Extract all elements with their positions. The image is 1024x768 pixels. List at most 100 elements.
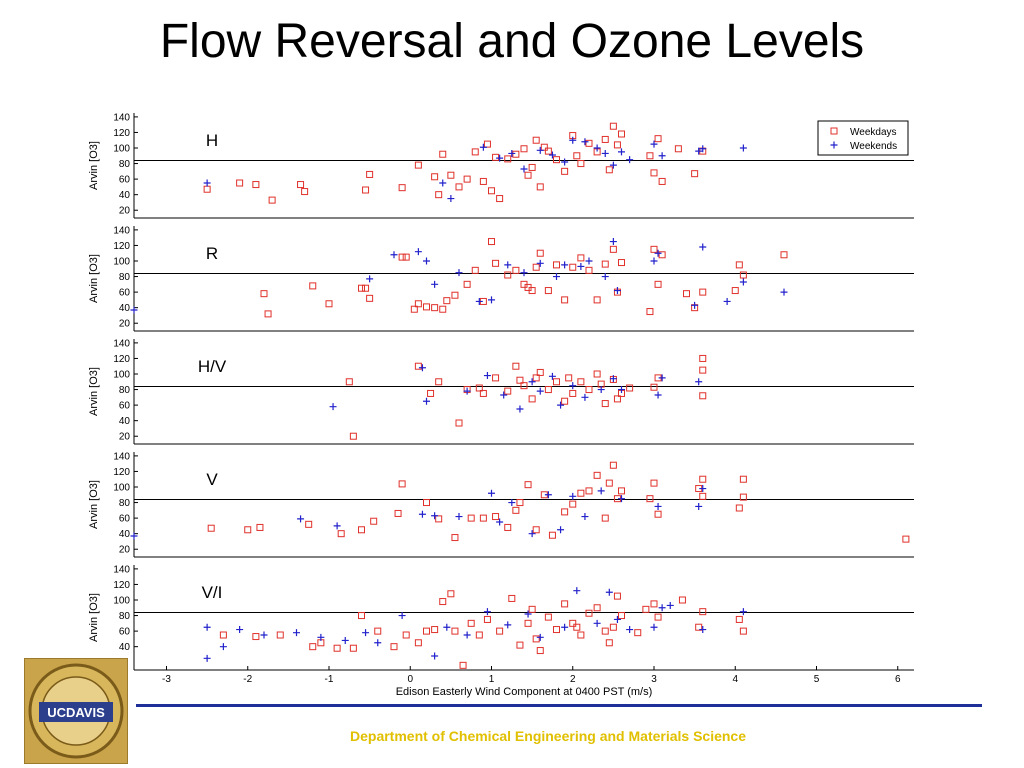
weekday-point (902, 535, 910, 543)
weekday-point (447, 171, 455, 179)
weekday-point (345, 378, 353, 386)
weekday-point (553, 156, 560, 164)
weekday-point (646, 308, 654, 316)
weekday-point (654, 135, 662, 143)
weekday-point (362, 284, 370, 292)
weekday-point (431, 173, 439, 181)
weekend-point (597, 487, 605, 495)
weekend-point (548, 151, 556, 159)
weekend-point (439, 179, 447, 187)
weekday-point (601, 514, 609, 522)
weekend-point (691, 301, 699, 309)
legend: Weekdays Weekends (817, 120, 909, 156)
weekend-point (613, 287, 621, 295)
weekday-point (362, 186, 370, 194)
weekend-point (577, 262, 585, 270)
weekend-point (618, 148, 625, 156)
weekday-point (496, 195, 504, 203)
weekday-point (524, 619, 532, 627)
weekday-point (605, 639, 613, 647)
weekend-point (536, 387, 544, 395)
weekend-point (597, 386, 605, 394)
weekend-point (130, 532, 138, 540)
weekday-point (613, 395, 621, 403)
weekday-point (301, 188, 309, 196)
panel-label: V (206, 470, 218, 489)
weekday-point (609, 245, 617, 253)
weekday-point (252, 181, 260, 189)
weekend-point (699, 145, 707, 153)
weekday-point (544, 147, 552, 155)
weekend-point (626, 156, 634, 164)
weekday-point (739, 493, 747, 501)
y-tick-label: 40 (119, 642, 131, 653)
footer-divider (136, 704, 982, 707)
weekday-point (492, 374, 500, 382)
y-tick-label: 60 (119, 514, 131, 525)
chart-panel: 20 40 60 80 100 120 140 Arvin [O3] V (88, 451, 914, 558)
weekday-point (402, 631, 410, 639)
y-axis-label: Arvin [O3] (88, 254, 100, 303)
panel-label: H/V (198, 357, 227, 376)
weekday-point (504, 523, 512, 531)
legend-label: Weekends (850, 141, 897, 152)
weekday-point (504, 271, 512, 279)
y-tick-label: 100 (113, 144, 130, 155)
weekday-point (423, 627, 430, 635)
weekend-point (650, 257, 658, 265)
weekday-point (695, 623, 703, 631)
weekday-point (276, 631, 284, 639)
y-tick-label: 140 (113, 338, 130, 349)
ucdavis-seal-logo: UCDAVIS (24, 658, 128, 764)
weekday-point (532, 263, 540, 271)
weekday-point (540, 143, 548, 151)
weekend-point (130, 306, 138, 314)
weekend-point (398, 612, 406, 620)
weekday-point (260, 290, 268, 298)
weekday-point (451, 627, 459, 635)
weekday-point (577, 160, 585, 168)
weekday-point (601, 135, 609, 143)
weekday-point (544, 287, 552, 295)
weekday-point (455, 183, 463, 191)
weekend-point (536, 633, 544, 641)
y-tick-label: 40 (119, 416, 131, 427)
weekday-point (366, 170, 374, 178)
weekday-point (536, 183, 544, 191)
chart-panel: 20 40 60 80 100 120 140 Arvin [O3] H (88, 112, 914, 219)
weekday-point (577, 378, 585, 386)
weekday-point (435, 191, 443, 199)
weekend-point (496, 518, 504, 526)
weekday-point (605, 166, 613, 174)
weekday-point (650, 600, 658, 608)
weekday-point (593, 370, 601, 378)
weekend-point (536, 146, 544, 154)
weekday-point (524, 481, 532, 489)
weekday-point (553, 378, 560, 386)
weekday-point (374, 627, 382, 635)
weekday-point (561, 167, 569, 175)
weekend-point (699, 626, 707, 634)
weekday-point (573, 623, 581, 631)
weekend-point (666, 601, 674, 609)
weekend-point (548, 372, 556, 380)
weekday-point (654, 510, 662, 518)
weekday-point (414, 300, 422, 308)
weekend-point (557, 526, 565, 534)
weekday-point (402, 253, 410, 261)
y-tick-label: 60 (119, 627, 131, 638)
weekday-point (780, 251, 788, 259)
weekday-point (264, 310, 272, 318)
weekday-point (463, 175, 471, 183)
weekday-point (678, 596, 686, 604)
weekday-point (593, 471, 601, 479)
weekend-point (561, 261, 569, 269)
weekend-point (536, 259, 544, 267)
weekday-point (516, 376, 524, 384)
y-tick-label: 40 (119, 529, 131, 540)
weekend-point (260, 631, 268, 639)
weekday-point (423, 499, 430, 507)
weekend-point (561, 623, 569, 631)
weekend-point (463, 631, 471, 639)
